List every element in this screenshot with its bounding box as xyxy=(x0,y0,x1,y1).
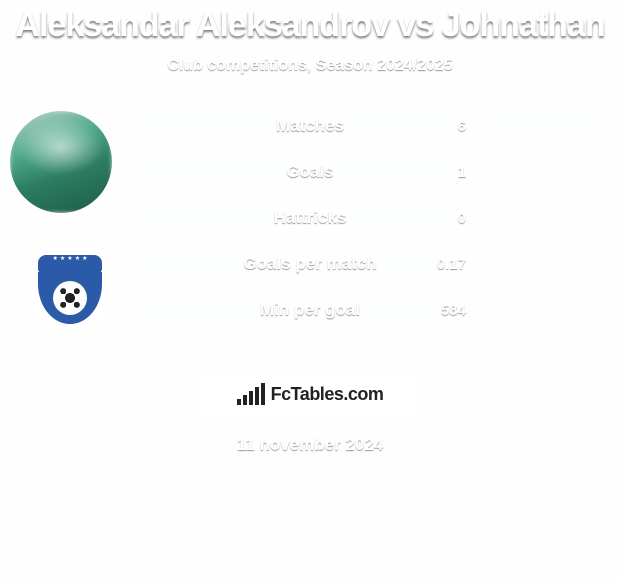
stat-label: Min per goal xyxy=(260,300,360,320)
stat-pill-left: Matches 6 xyxy=(140,111,480,141)
stat-pill-right xyxy=(490,157,596,187)
player-avatar xyxy=(10,111,112,213)
brand-logo[interactable]: FcTables.com xyxy=(202,371,418,417)
stat-pill-left: Goals 1 xyxy=(140,157,480,187)
shield-icon: ★★★★★ xyxy=(38,253,102,323)
stat-label: Matches xyxy=(276,116,344,136)
comparison-card: Aleksandar Aleksandrov vs Johnathan Club… xyxy=(0,0,620,580)
stat-pill-left: Hattricks 0 xyxy=(140,203,480,233)
stat-pill-left: Goals per match 0.17 xyxy=(140,249,480,279)
stats-area: ★★★★★ Matches 6 Goals 1 Hattricks 0 Goals per … xyxy=(0,111,620,351)
stat-label: Hattricks xyxy=(274,208,347,228)
club-badge: ★★★★★ xyxy=(27,245,113,331)
brand-text: FcTables.com xyxy=(271,384,384,405)
subtitle: Club competitions, Season 2024/2025 xyxy=(0,57,620,75)
date-text: 11 november 2024 xyxy=(0,435,620,455)
stat-row: Goals per match 0.17 xyxy=(140,249,480,279)
stat-value-left: 0 xyxy=(458,210,466,227)
stat-pill-left: Min per goal 584 xyxy=(140,295,480,325)
bars-icon xyxy=(237,383,265,405)
stat-row: Goals 1 xyxy=(140,157,596,187)
page-title: Aleksandar Aleksandrov vs Johnathan xyxy=(0,6,620,45)
stat-value-left: 6 xyxy=(458,118,466,135)
stat-value-left: 584 xyxy=(441,302,466,319)
stat-row: Matches 6 xyxy=(140,111,596,141)
stat-pill-right xyxy=(490,111,596,141)
stat-label: Goals xyxy=(286,162,333,182)
stat-value-left: 0.17 xyxy=(437,256,466,273)
stat-row: Min per goal 584 xyxy=(140,295,480,325)
stat-label: Goals per match xyxy=(243,254,376,274)
stat-row: Hattricks 0 xyxy=(140,203,480,233)
stat-value-left: 1 xyxy=(458,164,466,181)
